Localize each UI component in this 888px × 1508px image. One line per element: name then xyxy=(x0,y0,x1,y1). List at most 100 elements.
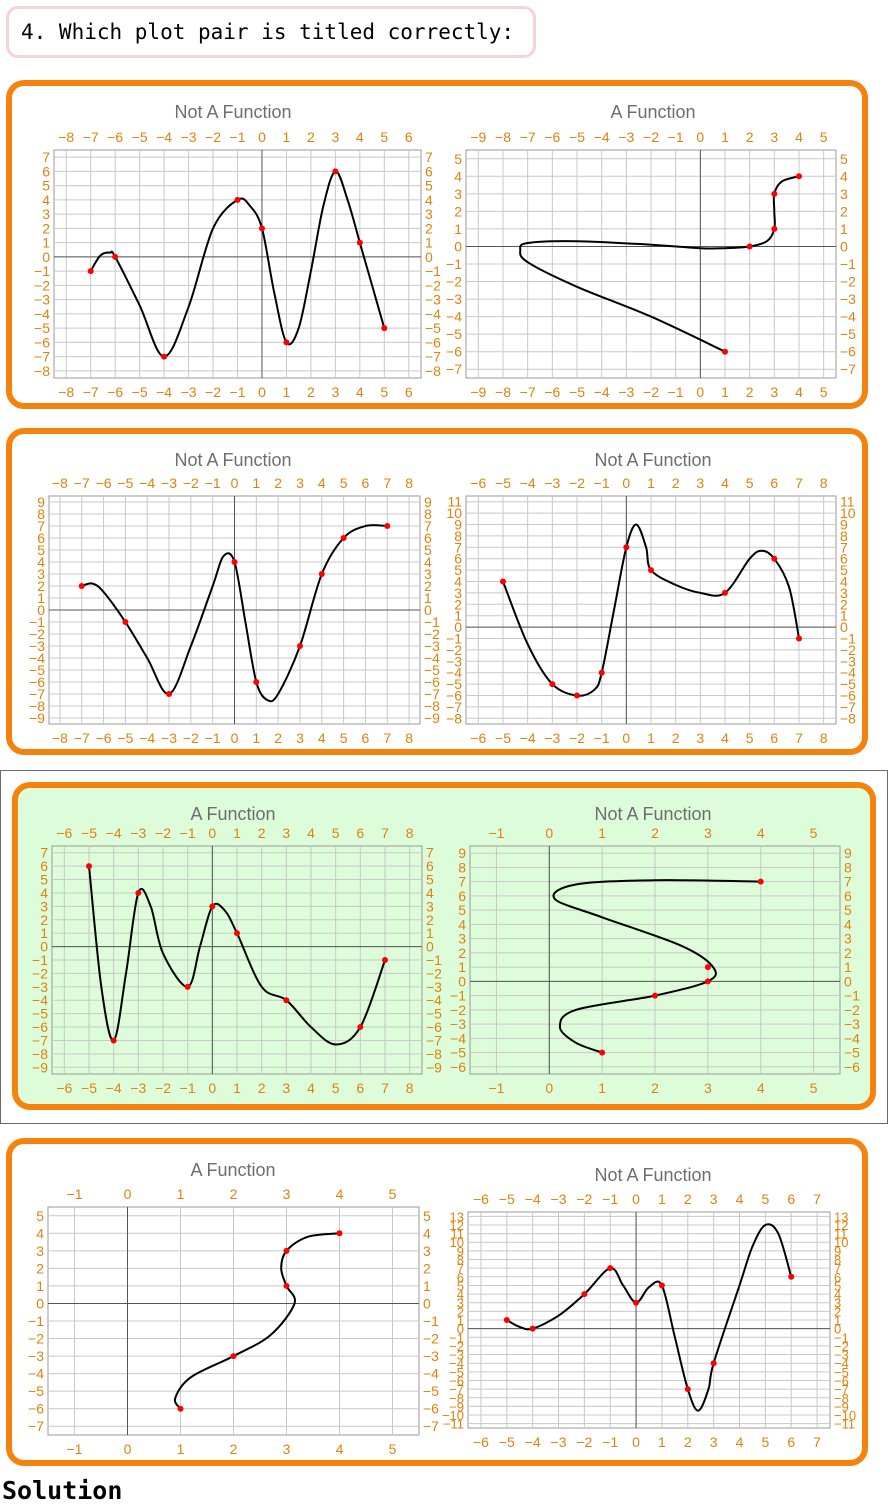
plot-card-3-left: A Function −6 −6 −5 −5 −4 −4 −3 −3 −2 −2 −1 −1 0 0 1 1 2… xyxy=(28,798,442,1098)
x-tick-label-bottom: 2 xyxy=(274,730,282,746)
x-tick-label-bottom: 3 xyxy=(770,384,778,400)
y-tick-label-left: 1 xyxy=(42,235,50,251)
x-tick-label-bottom: −1 xyxy=(180,1080,196,1096)
x-tick-label-top: −3 xyxy=(544,475,560,491)
x-tick-label-top: −5 xyxy=(499,1191,515,1207)
plot-card-2-left: Not A Function −8 −8 −7 −7 −6 −6 −5 −5 −4 −4 −3 −3−… xyxy=(28,444,440,746)
y-tick-label-right: −8 xyxy=(425,363,441,379)
x-tick-label-top: −1 xyxy=(668,129,684,145)
x-tick-label-top: 3 xyxy=(770,129,778,145)
x-tick-label-bottom: −7 xyxy=(520,384,536,400)
x-tick-label-top: 7 xyxy=(813,1191,821,1207)
y-tick-label-right: −3 xyxy=(844,1016,860,1032)
y-tick-label-left: 2 xyxy=(42,220,50,236)
x-tick-label-bottom: 6 xyxy=(405,384,413,400)
y-tick-label-left: 4 xyxy=(36,1225,44,1241)
y-tick-label-left: 5 xyxy=(40,872,48,888)
x-tick-label-bottom: −7 xyxy=(83,384,99,400)
y-tick-label-right: 6 xyxy=(425,163,433,179)
x-tick-label-top: 4 xyxy=(318,475,326,491)
y-tick-label-left: 7 xyxy=(458,874,466,890)
y-tick-label-right: 3 xyxy=(425,206,433,222)
y-tick-label-left: −7 xyxy=(34,349,50,365)
y-tick-label-left: 5 xyxy=(454,151,462,167)
answer-card-1[interactable]: Not A Function −8 −8 −7 −7 −6 −6 −5 −5 −4 −4 −3 −3−… xyxy=(6,80,868,409)
y-tick-label-right: −2 xyxy=(840,274,856,290)
x-tick-label-top: −9 xyxy=(470,129,486,145)
y-tick-label-left: 11 xyxy=(451,1227,465,1242)
y-tick-label-right: 6 xyxy=(840,551,848,567)
y-tick-label-right: 9 xyxy=(844,845,852,861)
y-tick-label-left: −5 xyxy=(32,1006,48,1022)
x-tick-label-top: 4 xyxy=(307,825,315,841)
data-point xyxy=(161,353,168,360)
y-tick-label-right: 0 xyxy=(424,602,432,618)
y-tick-label-right: 8 xyxy=(840,528,848,544)
x-tick-label-bottom: 2 xyxy=(258,1080,266,1096)
data-point xyxy=(684,1386,691,1393)
x-tick-label-top: 3 xyxy=(696,475,704,491)
y-tick-label-right: −5 xyxy=(423,1383,439,1399)
x-tick-label-top: 0 xyxy=(696,129,704,145)
y-tick-label-right: −8 xyxy=(424,698,440,714)
y-tick-label-right: 7 xyxy=(840,539,848,555)
data-point xyxy=(234,196,241,203)
y-tick-label-left: 2 xyxy=(458,945,466,961)
data-point xyxy=(796,635,802,642)
y-tick-label-left: 9 xyxy=(37,494,45,510)
y-tick-label-left: 1 xyxy=(458,959,466,975)
y-tick-label-right: −1 xyxy=(424,614,440,630)
x-tick-label-bottom: 7 xyxy=(381,1080,389,1096)
x-tick-label-bottom: −2 xyxy=(183,730,199,746)
x-tick-label-top: −3 xyxy=(181,129,197,145)
y-tick-label-left: 2 xyxy=(454,203,462,219)
x-tick-label-bottom: −6 xyxy=(470,730,486,746)
y-tick-label-left: 5 xyxy=(37,542,45,558)
x-tick-label-top: 1 xyxy=(721,129,729,145)
data-point xyxy=(500,578,506,585)
y-tick-label-right: 3 xyxy=(834,1296,841,1311)
y-tick-label-right: −1 xyxy=(844,988,860,1004)
data-point xyxy=(633,1299,640,1306)
data-point xyxy=(318,571,325,577)
x-tick-label-bottom: 4 xyxy=(356,384,364,400)
y-tick-label-left: 5 xyxy=(457,1278,464,1293)
answer-card-2[interactable]: Not A Function −8 −8 −7 −7 −6 −6 −5 −5 −4 −4 −3 −3−… xyxy=(6,428,868,755)
y-tick-label-right: −6 xyxy=(426,1019,442,1035)
y-tick-label-left: −8 xyxy=(34,363,50,379)
x-tick-label-top: 2 xyxy=(651,825,659,841)
x-tick-label-bottom: 8 xyxy=(405,730,413,746)
x-tick-label-top: 6 xyxy=(362,475,370,491)
x-tick-label-top: 3 xyxy=(704,825,712,841)
x-tick-label-bottom: 3 xyxy=(283,1441,291,1457)
data-point xyxy=(503,1317,510,1323)
x-tick-label-top: −8 xyxy=(52,475,68,491)
answer-card-4[interactable]: A Function −1 −1 0 0 1 1 2 2 3 3 4 4 5 5 −7 −7 −6 −6 −5 −5−… xyxy=(6,1138,868,1466)
x-tick-label-top: −6 xyxy=(56,825,72,841)
y-tick-label-right: 2 xyxy=(840,596,848,612)
y-tick-label-left: 0 xyxy=(36,1295,44,1311)
x-tick-label-top: −1 xyxy=(67,1186,83,1202)
y-tick-label-left: −9 xyxy=(29,710,45,726)
answer-card-3-correct[interactable]: A Function −6 −6 −5 −5 −4 −4 −3 −3 −2 −2 −1 −1 0 0 1 1 2… xyxy=(12,782,876,1110)
y-tick-label-right: −1 xyxy=(840,256,856,272)
data-point xyxy=(336,1230,343,1237)
y-tick-label-right: 3 xyxy=(840,585,848,601)
x-tick-label-bottom: −6 xyxy=(544,384,560,400)
y-tick-label-right: −5 xyxy=(844,1045,860,1061)
x-tick-label-bottom: −3 xyxy=(544,730,560,746)
y-tick-label-right: −3 xyxy=(423,1348,439,1364)
x-tick-label-bottom: 6 xyxy=(356,1080,364,1096)
x-tick-label-top: 5 xyxy=(820,129,828,145)
y-tick-label-right: −8 xyxy=(834,1391,849,1406)
y-tick-label-right: 0 xyxy=(844,973,852,989)
y-tick-label-right: 2 xyxy=(844,945,852,961)
y-tick-label-right: 12 xyxy=(834,1218,848,1233)
x-tick-label-bottom: 6 xyxy=(362,730,370,746)
x-tick-label-top: 1 xyxy=(252,475,260,491)
y-tick-label-right: −9 xyxy=(426,1059,442,1075)
x-tick-label-bottom: 4 xyxy=(307,1080,315,1096)
x-tick-label-bottom: −8 xyxy=(58,384,74,400)
x-tick-label-bottom: −3 xyxy=(181,384,197,400)
x-tick-label-top: −2 xyxy=(155,825,171,841)
